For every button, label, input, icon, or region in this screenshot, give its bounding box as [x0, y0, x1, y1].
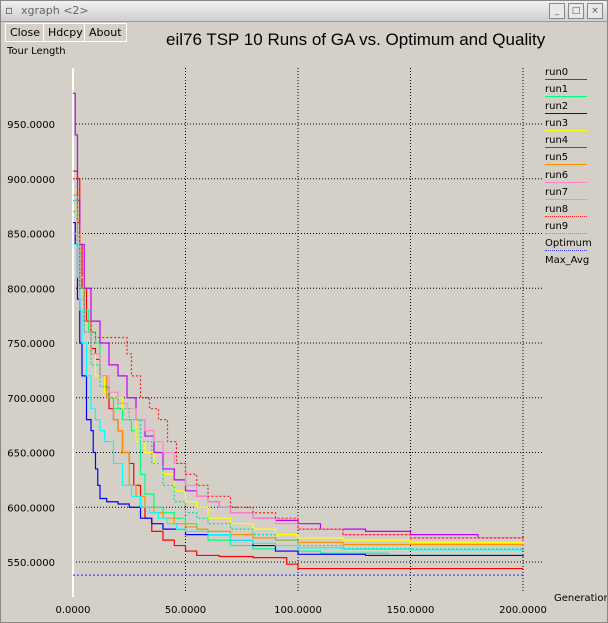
legend-swatch — [545, 249, 587, 251]
series-line-run9 — [73, 211, 524, 552]
legend-swatch — [545, 164, 587, 166]
y-tick-label: 800.0000 — [7, 284, 55, 295]
legend-label: run8 — [545, 203, 569, 215]
x-tick-label: 50.0000 — [165, 605, 206, 616]
legend-swatch — [545, 215, 587, 217]
y-axis-label: Tour Length — [7, 46, 66, 57]
legend-label: run1 — [545, 84, 569, 96]
legend-swatch — [545, 113, 587, 115]
legend-label: run6 — [545, 169, 569, 181]
series-line-run7 — [73, 243, 524, 552]
x-tick-label: 200.0000 — [499, 605, 547, 616]
series-line-run4 — [73, 92, 524, 542]
y-tick-label: 750.0000 — [7, 339, 55, 350]
legend-label: run4 — [545, 135, 569, 147]
legend-swatch — [545, 96, 587, 98]
y-tick-label: 700.0000 — [7, 394, 55, 405]
legend-label: run7 — [545, 186, 569, 198]
x-tick-label: 0.0000 — [56, 605, 91, 616]
window-titlebar[interactable]: ▫ xgraph <2> _ □ × — [1, 1, 607, 22]
x-axis-label: Generation... — [554, 593, 607, 604]
y-tick-label: 650.0000 — [7, 449, 55, 460]
y-tick-label: 900.0000 — [7, 175, 55, 186]
legend-swatch — [545, 147, 587, 149]
legend-swatch — [545, 267, 587, 268]
series-line-run2 — [73, 221, 524, 557]
legend-swatch — [545, 198, 587, 200]
legend-label: run2 — [545, 101, 569, 113]
minimize-icon[interactable]: _ — [549, 3, 565, 19]
legend-swatch — [545, 232, 587, 234]
close-button[interactable]: Close — [5, 23, 45, 42]
y-tick-label: 850.0000 — [7, 230, 55, 241]
plot-area: Tour Length Generation... — [1, 22, 607, 622]
legend-label: run3 — [545, 118, 569, 130]
close-icon[interactable]: × — [587, 3, 603, 19]
window-title: xgraph <2> — [21, 4, 89, 17]
y-tick-label: 550.0000 — [7, 558, 55, 569]
x-tick-label: 150.0000 — [387, 605, 435, 616]
series-line-run8 — [73, 178, 524, 541]
chart-title: eil76 TSP 10 Runs of GA vs. Optimum and … — [166, 30, 546, 49]
window-menu-icon[interactable]: ▫ — [5, 3, 14, 17]
legend-label: run9 — [545, 220, 569, 232]
hdcpy-button[interactable]: Hdcpy — [43, 23, 88, 42]
about-button[interactable]: About — [84, 23, 127, 42]
y-tick-label: 600.0000 — [7, 503, 55, 514]
legend-label: run0 — [545, 67, 569, 78]
x-tick-label: 100.0000 — [274, 605, 322, 616]
legend-label: Max_Avg — [545, 255, 590, 267]
legend-swatch — [545, 181, 587, 183]
legend-label: run5 — [545, 152, 569, 164]
y-tick-label: 950.0000 — [7, 120, 55, 131]
chart-svg: 550.0000 600.0000 650.0000 700.0000 750.0000… — [7, 68, 547, 616]
legend-label: Optimum — [545, 237, 592, 249]
legend-swatch — [545, 130, 587, 132]
legend-swatch — [545, 79, 587, 80]
maximize-icon[interactable]: □ — [568, 3, 584, 19]
